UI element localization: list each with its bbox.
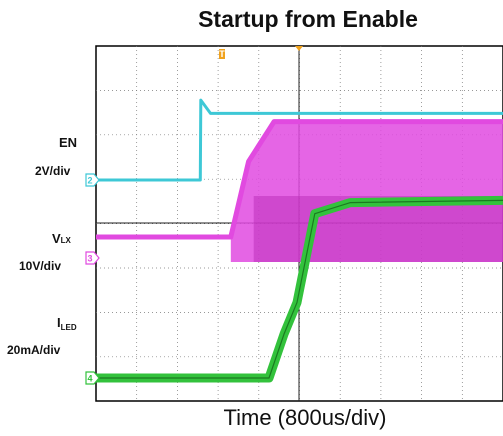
trigger-marker: T xyxy=(219,49,225,59)
traces xyxy=(96,98,503,383)
x-axis-label: Time (800us/div) xyxy=(223,405,386,430)
ch2-marker-label: 2 xyxy=(87,176,92,186)
vlx-scale: 10V/div xyxy=(19,259,61,273)
channel-markers: 2 3 4 T xyxy=(85,46,303,385)
iled-scale: 20mA/div xyxy=(7,343,61,357)
trigger-marker-label: T xyxy=(219,49,225,59)
ch4-trace-core xyxy=(96,199,503,379)
ch4-ground-marker: 4 xyxy=(85,371,100,385)
chart-title: Startup from Enable xyxy=(198,6,418,32)
plot-area: 2 3 4 T xyxy=(85,45,503,402)
ch4-marker-label: 4 xyxy=(87,374,92,384)
en-scale: 2V/div xyxy=(35,164,71,178)
en-label: EN xyxy=(59,135,77,150)
ch2-ground-marker: 2 xyxy=(85,173,100,187)
ch3-ground-marker: 3 xyxy=(85,251,100,265)
vlx-switching-envelope xyxy=(230,121,503,262)
time-position-marker xyxy=(295,46,303,51)
channel-labels: EN 2V/div VLX 10V/div ILED 20mA/div xyxy=(7,135,77,357)
vlx-label: VLX xyxy=(52,231,72,246)
ch3-marker-label: 3 xyxy=(87,254,92,264)
iled-label: ILED xyxy=(57,315,77,332)
vlx-envelope-core xyxy=(253,196,503,262)
ch2-trace xyxy=(96,98,503,182)
ch3-trace xyxy=(96,119,503,240)
